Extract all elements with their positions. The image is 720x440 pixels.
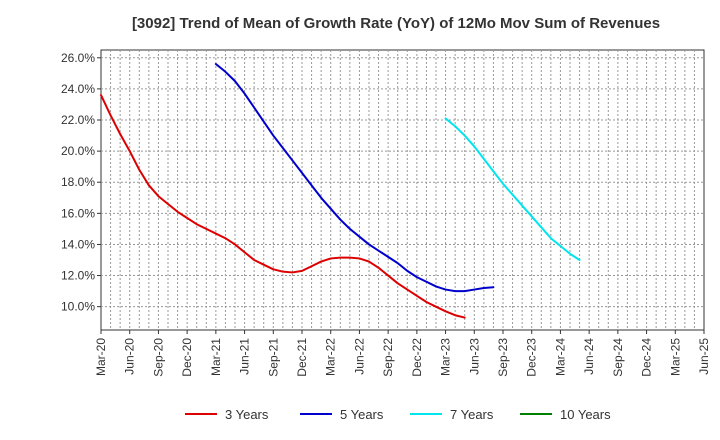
y-tick-label: 20.0% [61,144,95,158]
x-tick-label: Sep-21 [266,338,280,377]
y-tick-label: 18.0% [61,175,95,189]
x-tick-label: Dec-23 [525,338,539,377]
y-tick-label: 26.0% [61,51,95,65]
x-tick-label: Dec-22 [410,338,424,377]
x-tick-label: Jun-20 [123,338,137,375]
legend-label: 10 Years [560,407,611,422]
legend-label: 3 Years [225,407,269,422]
legend-label: 5 Years [340,407,384,422]
x-tick-label: Mar-20 [94,338,108,376]
plot-area [100,49,705,331]
series-line-7-years [444,117,581,261]
chart-title: [3092] Trend of Mean of Growth Rate (YoY… [132,15,660,32]
grid-layer [101,50,704,330]
y-tick-label: 10.0% [61,300,95,314]
x-tick-label: Sep-24 [611,338,625,377]
x-tick-label: Jun-22 [352,338,366,375]
x-tick-label: Dec-20 [180,338,194,377]
series-layer [100,63,581,319]
x-tick-label: Jun-23 [467,338,481,375]
x-axis: Mar-20 Jun-20 Sep-20 Dec-20 Mar-21 Jun-21 Sep-… [94,330,711,377]
y-tick-label: 12.0% [61,269,95,283]
legend-label: 7 Years [450,407,494,422]
x-tick-label: Dec-21 [295,338,309,377]
x-tick-label: Jun-24 [582,338,596,375]
x-tick-label: Mar-24 [553,338,567,376]
x-tick-label: Mar-25 [668,338,682,376]
x-tick-label: Mar-21 [209,338,223,376]
legend: 3 Years 5 Years 7 Years 10 Years [185,407,611,422]
y-tick-label: 22.0% [61,113,95,127]
x-tick-label: Sep-23 [496,338,510,377]
x-tick-label: Jun-25 [697,338,711,375]
x-tick-label: Mar-23 [439,338,453,376]
y-tick-label: 24.0% [61,82,95,96]
y-axis: 10.0% 12.0% 14.0% 16.0% 18.0% 20.0% 22.0% 24.0%… [61,51,101,314]
series-line-3-years [100,94,466,319]
x-tick-label: Mar-22 [324,338,338,376]
series-line-5-years [214,63,495,293]
y-tick-label: 14.0% [61,237,95,251]
x-tick-label: Dec-24 [640,338,654,377]
y-tick-label: 16.0% [61,206,95,220]
x-tick-label: Sep-22 [381,338,395,377]
x-tick-label: Sep-20 [151,338,165,377]
x-tick-label: Jun-21 [238,338,252,375]
